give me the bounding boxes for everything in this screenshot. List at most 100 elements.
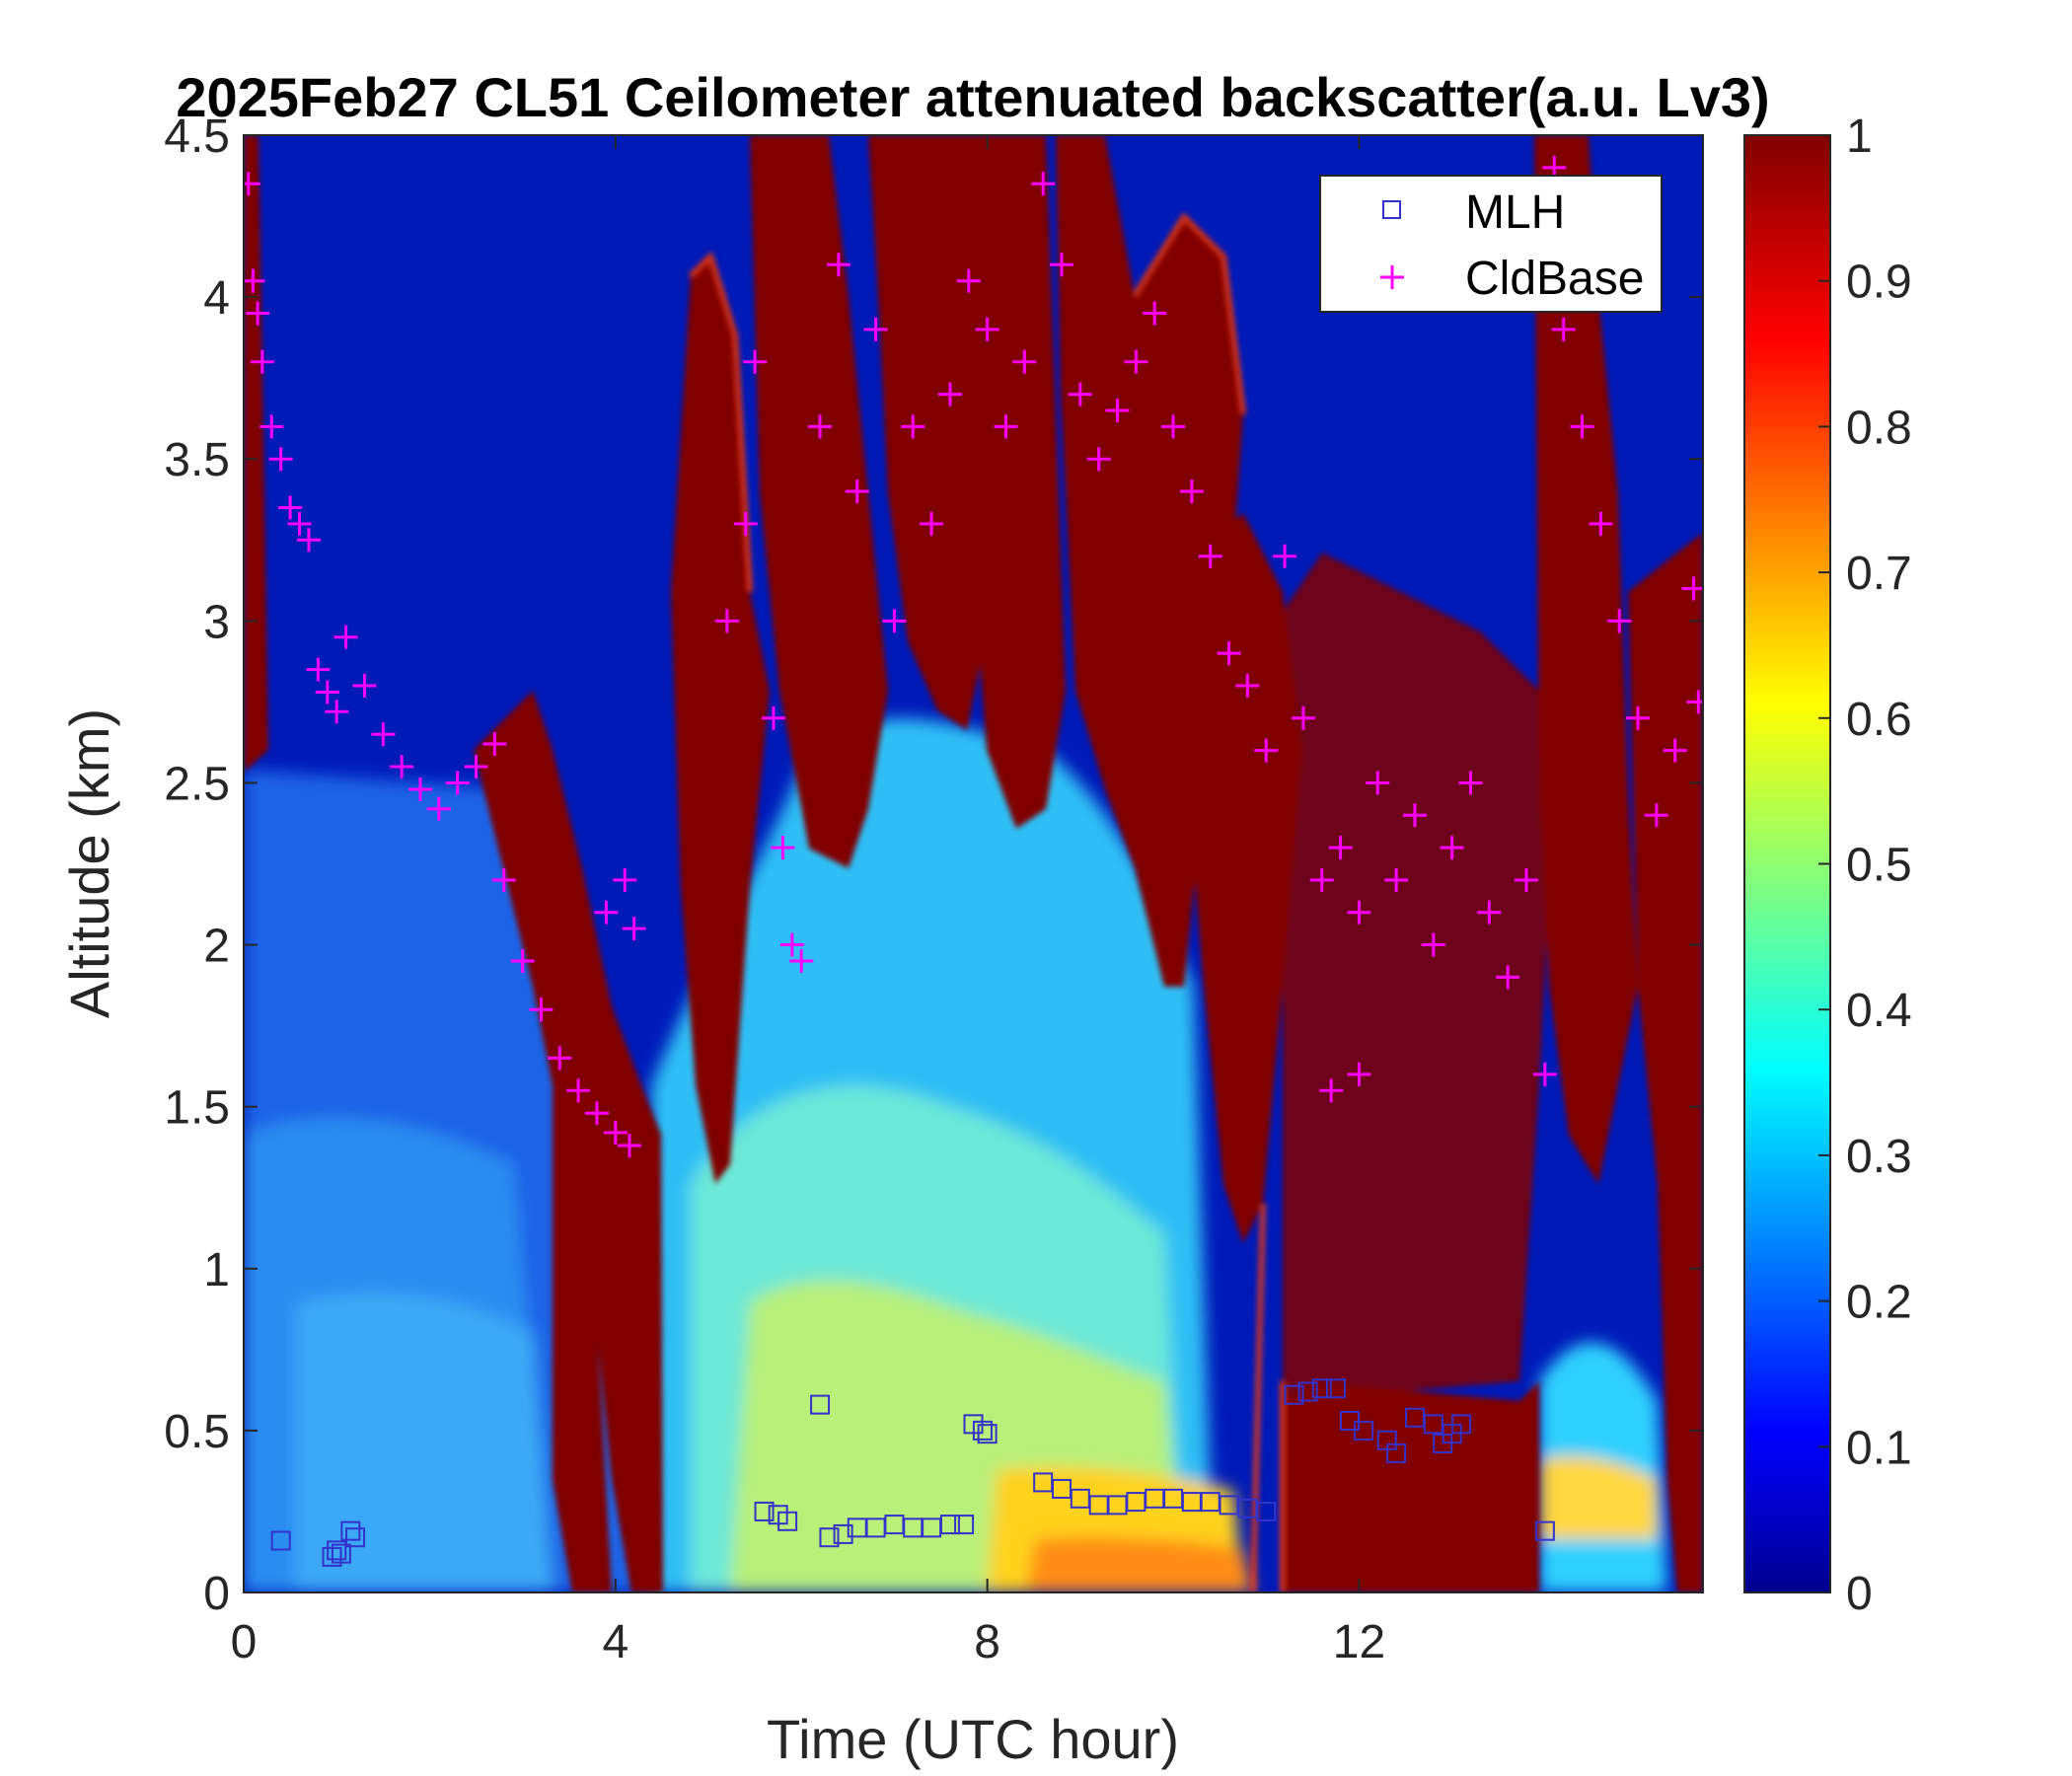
legend-cldbase-marker bbox=[1380, 265, 1404, 289]
cldbase-point bbox=[306, 657, 331, 682]
cldbase-point bbox=[268, 447, 293, 472]
colorbar-tick-label: 0.4 bbox=[1846, 985, 1912, 1037]
mlh-point bbox=[939, 1515, 960, 1535]
mlh-point bbox=[1386, 1443, 1407, 1463]
cldbase-point bbox=[407, 777, 432, 802]
colorbar-tick-label: 0.9 bbox=[1846, 257, 1912, 309]
cldbase-point bbox=[845, 480, 869, 504]
cldbase-point bbox=[613, 867, 637, 892]
mlh-point bbox=[345, 1527, 366, 1548]
cldbase-point bbox=[1031, 172, 1056, 196]
mlh-point bbox=[954, 1515, 975, 1535]
mlh-point bbox=[833, 1523, 853, 1544]
x-tick-label: 12 bbox=[1333, 1616, 1385, 1668]
cldbase-point bbox=[1161, 414, 1186, 439]
cldbase-point bbox=[1198, 544, 1222, 568]
colorbar-tick-label: 0.6 bbox=[1846, 694, 1912, 746]
cldbase-point bbox=[548, 1046, 572, 1071]
cldbase-point bbox=[1179, 480, 1204, 504]
cldbase-point bbox=[482, 732, 507, 757]
cldbase-point bbox=[315, 680, 339, 704]
cldbase-point bbox=[789, 948, 814, 973]
mlh-point bbox=[1256, 1501, 1277, 1521]
y-axis-label: Altitude (km) bbox=[58, 708, 120, 1018]
colorbar-tick-label: 0.3 bbox=[1846, 1131, 1912, 1183]
cldbase-point bbox=[743, 349, 768, 374]
mlh-point bbox=[972, 1420, 993, 1441]
cldbase-point bbox=[956, 268, 981, 293]
cldbase-point bbox=[246, 301, 270, 326]
colorbar-tick-label: 0.8 bbox=[1846, 402, 1912, 454]
cldbase-point bbox=[244, 172, 260, 196]
mlh-point bbox=[754, 1501, 775, 1521]
cldbase-point bbox=[594, 900, 619, 925]
y-tick-label: 0.5 bbox=[164, 1406, 230, 1458]
colorbar-ticks: 0 0.1 0.2 0.3 0.4 0.5 0.6 0.7 0.8 0.9 1 bbox=[1818, 111, 1912, 1620]
colorbar-tick-label: 0.2 bbox=[1846, 1277, 1912, 1329]
y-tick-label: 3.5 bbox=[164, 434, 230, 486]
mlh-point bbox=[777, 1511, 798, 1531]
legend-mlh-marker bbox=[1382, 200, 1401, 219]
cldbase-point bbox=[1421, 932, 1445, 957]
mlh-point bbox=[1284, 1384, 1304, 1405]
y-tick-label: 4 bbox=[203, 272, 230, 325]
cldbase-markers bbox=[244, 155, 1703, 1158]
cldbase-point bbox=[1366, 771, 1390, 795]
colorbar-tick-label: 0 bbox=[1846, 1568, 1873, 1620]
cldbase-point bbox=[1347, 900, 1371, 925]
y-axis: 0 0.5 1 1.5 2 2.5 3 3.5 4 4.5 bbox=[164, 111, 1703, 1620]
y-tick-label: 4.5 bbox=[164, 111, 230, 163]
y-tick-label: 1 bbox=[203, 1244, 230, 1296]
mlh-point bbox=[819, 1527, 840, 1548]
cldbase-point bbox=[390, 755, 414, 779]
y-tick-label: 2.5 bbox=[164, 758, 230, 810]
mlh-point bbox=[1354, 1420, 1374, 1441]
cldbase-point bbox=[1477, 900, 1502, 925]
cldbase-point bbox=[296, 528, 321, 553]
y-tick-label: 2 bbox=[203, 921, 230, 973]
x-tick-label: 8 bbox=[974, 1616, 1000, 1668]
cldbase-point bbox=[250, 349, 274, 374]
cldbase-point bbox=[464, 755, 488, 779]
cldbase-point bbox=[352, 673, 377, 698]
cldbase-point bbox=[333, 625, 358, 649]
mlh-point bbox=[340, 1520, 361, 1541]
cldbase-point bbox=[1217, 641, 1241, 666]
cldbase-point bbox=[1254, 738, 1279, 763]
cldbase-point bbox=[1068, 382, 1092, 407]
cldbase-point bbox=[259, 414, 284, 439]
x-axis-label: Time (UTC hour) bbox=[767, 1708, 1179, 1770]
cldbase-point bbox=[808, 414, 833, 439]
cldbase-point bbox=[445, 771, 470, 795]
cldbase-point bbox=[1496, 965, 1520, 990]
mlh-point bbox=[1297, 1381, 1318, 1402]
plot-frame bbox=[243, 134, 1704, 1593]
mlh-markers bbox=[270, 1378, 1555, 1567]
mlh-point bbox=[331, 1543, 351, 1564]
cldbase-point bbox=[1309, 867, 1334, 892]
legend-box bbox=[1319, 175, 1663, 313]
colorbar-tick-label: 0.1 bbox=[1846, 1422, 1912, 1474]
cldbase-point bbox=[1551, 317, 1576, 341]
cldbase-point bbox=[1049, 253, 1073, 277]
y-tick-label: 3 bbox=[203, 596, 230, 648]
legend-mlh-label: MLH bbox=[1465, 186, 1565, 239]
mlh-point bbox=[1325, 1378, 1346, 1399]
cldbase-point bbox=[1012, 349, 1037, 374]
legend-cldbase-label: CldBase bbox=[1465, 253, 1644, 305]
colorbar-gradient bbox=[1743, 134, 1831, 1593]
cldbase-point bbox=[779, 932, 804, 957]
cldbase-point bbox=[1626, 705, 1651, 730]
cldbase-point bbox=[529, 998, 554, 1022]
cldbase-point bbox=[975, 317, 999, 341]
mlh-point bbox=[810, 1394, 831, 1415]
cldbase-point bbox=[278, 495, 303, 520]
colorbar-tick-label: 1 bbox=[1846, 111, 1873, 163]
cldbase-point bbox=[566, 1078, 591, 1103]
mlh-point bbox=[1451, 1414, 1472, 1435]
cldbase-point bbox=[1273, 544, 1297, 568]
cldbase-point bbox=[1570, 414, 1594, 439]
cldbase-point bbox=[287, 511, 312, 536]
cldbase-point bbox=[1607, 609, 1632, 633]
